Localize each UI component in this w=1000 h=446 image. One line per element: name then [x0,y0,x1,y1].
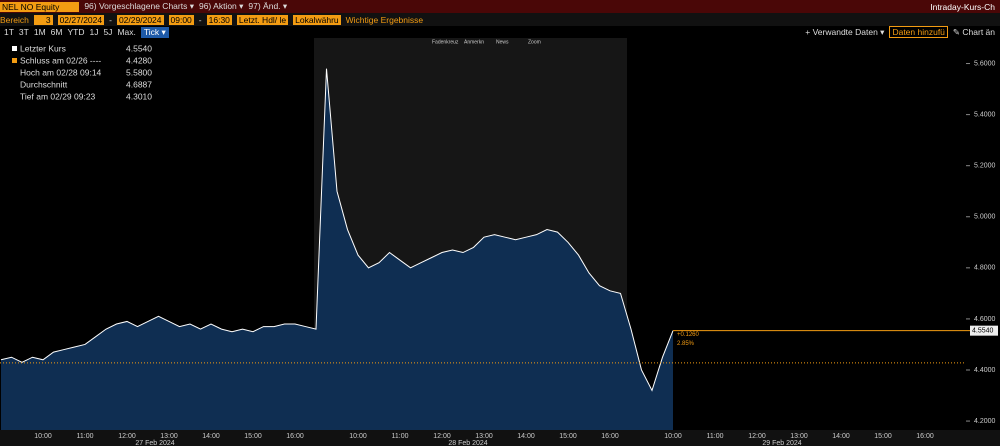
x-tick-label: 16:00 [601,433,619,440]
y-tick-label: 5.0000 [974,214,996,221]
x-tick-label: 16:00 [916,433,934,440]
x-tick-label: 12:00 [748,433,766,440]
button[interactable]: + Verwandte Daten ▾ [805,26,885,37]
period-button[interactable]: 1T [4,27,14,37]
price-line [0,68,674,392]
input[interactable]: 09:00 [168,14,194,25]
period-button[interactable]: 3T [18,27,29,37]
x-tick-label: 13:00 [475,433,493,440]
x-tick-label: 10:00 [349,433,367,440]
x-tick-label: 10:00 [34,433,52,440]
x-tick-label: 15:00 [874,433,892,440]
x-tick-label: 11:00 [392,433,409,440]
chart: Fadenkreuz Anmerkn News Zoom 4.2000 4.4000 4.6… [0,38,1000,446]
input[interactable]: 02/29/2024 [116,14,164,25]
label: Bereich [0,14,29,25]
x-tick-label: 15:00 [244,433,262,440]
x-tick-label: 14:00 [202,433,220,440]
change: +0.1260 [677,332,700,338]
dropdown[interactable]: Letzt. Hdl/ le [236,14,289,25]
legend-value: 4.6887 [126,79,152,89]
x-tick-label: 10:00 [664,433,682,440]
legend-label: Tief am 02/29 09:23 [20,91,96,101]
legend-box [4,42,164,104]
dash: - [109,14,112,25]
dropdown[interactable]: Lokalwähru [293,14,341,25]
period-button[interactable]: 1J [89,27,99,37]
button[interactable]: Daten hinzufü [889,26,948,38]
button[interactable]: ✎ Chart än [952,26,995,37]
window-title: Intraday-Kurs-Ch [930,1,995,12]
change-pct: 2.85% [677,341,695,347]
x-tick-label: 11:00 [707,433,724,440]
legend-swatch [12,58,17,63]
x-tick-label: 16:00 [286,433,304,440]
legend-label: Schluss am 02/26 ---- [20,55,101,65]
tool-button[interactable]: Zoom [528,39,541,45]
legend-label: Hoch am 02/28 09:14 [20,67,102,77]
y-tick-label: 4.8000 [974,265,996,272]
date-label: 29 Feb 2024 [762,440,801,446]
period-button[interactable]: YTD [67,27,85,37]
checkbox[interactable]: Wichtige Ergebnisse [345,14,424,25]
period-button[interactable]: 6M [50,27,63,37]
settings-bar: Bereich 3 02/27/2024 - 02/29/2024 09:00 … [0,13,1000,26]
x-tick-label: 15:00 [559,433,577,440]
y-tick-label: 5.2000 [974,163,996,170]
input[interactable]: 02/27/2024 [57,14,105,25]
title-bar: NEL NO Equity 96) Vorgeschlagene Charts … [0,0,1000,13]
x-tick-label: 14:00 [517,433,535,440]
legend-swatch [12,46,17,51]
y-tick-label: 4.2000 [974,418,996,425]
tool-button[interactable]: Anmerkn [464,39,484,45]
input[interactable]: 3 [33,14,53,25]
menu[interactable]: 96) Aktion ▾ [198,1,244,11]
security-input[interactable]: NEL NO Equity [0,1,80,12]
legend-value: 4.3010 [126,91,152,101]
dash: - [198,14,202,25]
input[interactable]: 16:30 [206,14,232,25]
legend-label: Durchschnitt [20,79,68,89]
period-button[interactable]: Tick ▾ [140,26,169,38]
x-tick-label: 13:00 [160,433,178,440]
x-tick-label: 12:00 [433,433,451,440]
x-tick-label: 11:00 [77,433,94,440]
tool-button[interactable]: Fadenkreuz [432,39,459,45]
y-tick-label: 4.6000 [974,316,996,323]
y-tick-label: 5.6000 [974,60,996,67]
tool-button[interactable]: News [496,39,509,45]
period-button[interactable]: 5J [103,27,113,37]
menu[interactable]: 97) Änd. ▾ [248,1,288,11]
period-button[interactable]: 1M [33,27,46,37]
x-tick-label: 13:00 [790,433,808,440]
x-axis-strip [0,430,1000,446]
last-price-label: 4.5540 [972,328,994,335]
period-bar: 1T 3T 1M 6M YTD 1J 5J Max. Tick ▾ + Verwandte Da… [0,26,1000,38]
legend-label: Letzter Kurs [20,43,66,53]
price-area [1,68,673,430]
legend-value: 4.4280 [126,55,152,65]
menu[interactable]: 96) Vorgeschlagene Charts ▾ [84,1,194,11]
last-price-box [970,325,998,336]
period-button[interactable]: Max. [117,27,136,37]
y-tick-label: 4.4000 [974,367,996,374]
legend-value: 4.5540 [126,43,152,53]
date-label: 28 Feb 2024 [448,440,487,446]
x-tick-label: 12:00 [118,433,136,440]
date-label: 27 Feb 2024 [135,440,174,446]
legend-value: 5.5800 [126,67,152,77]
x-tick-label: 14:00 [832,433,850,440]
y-tick-label: 5.4000 [974,111,996,118]
